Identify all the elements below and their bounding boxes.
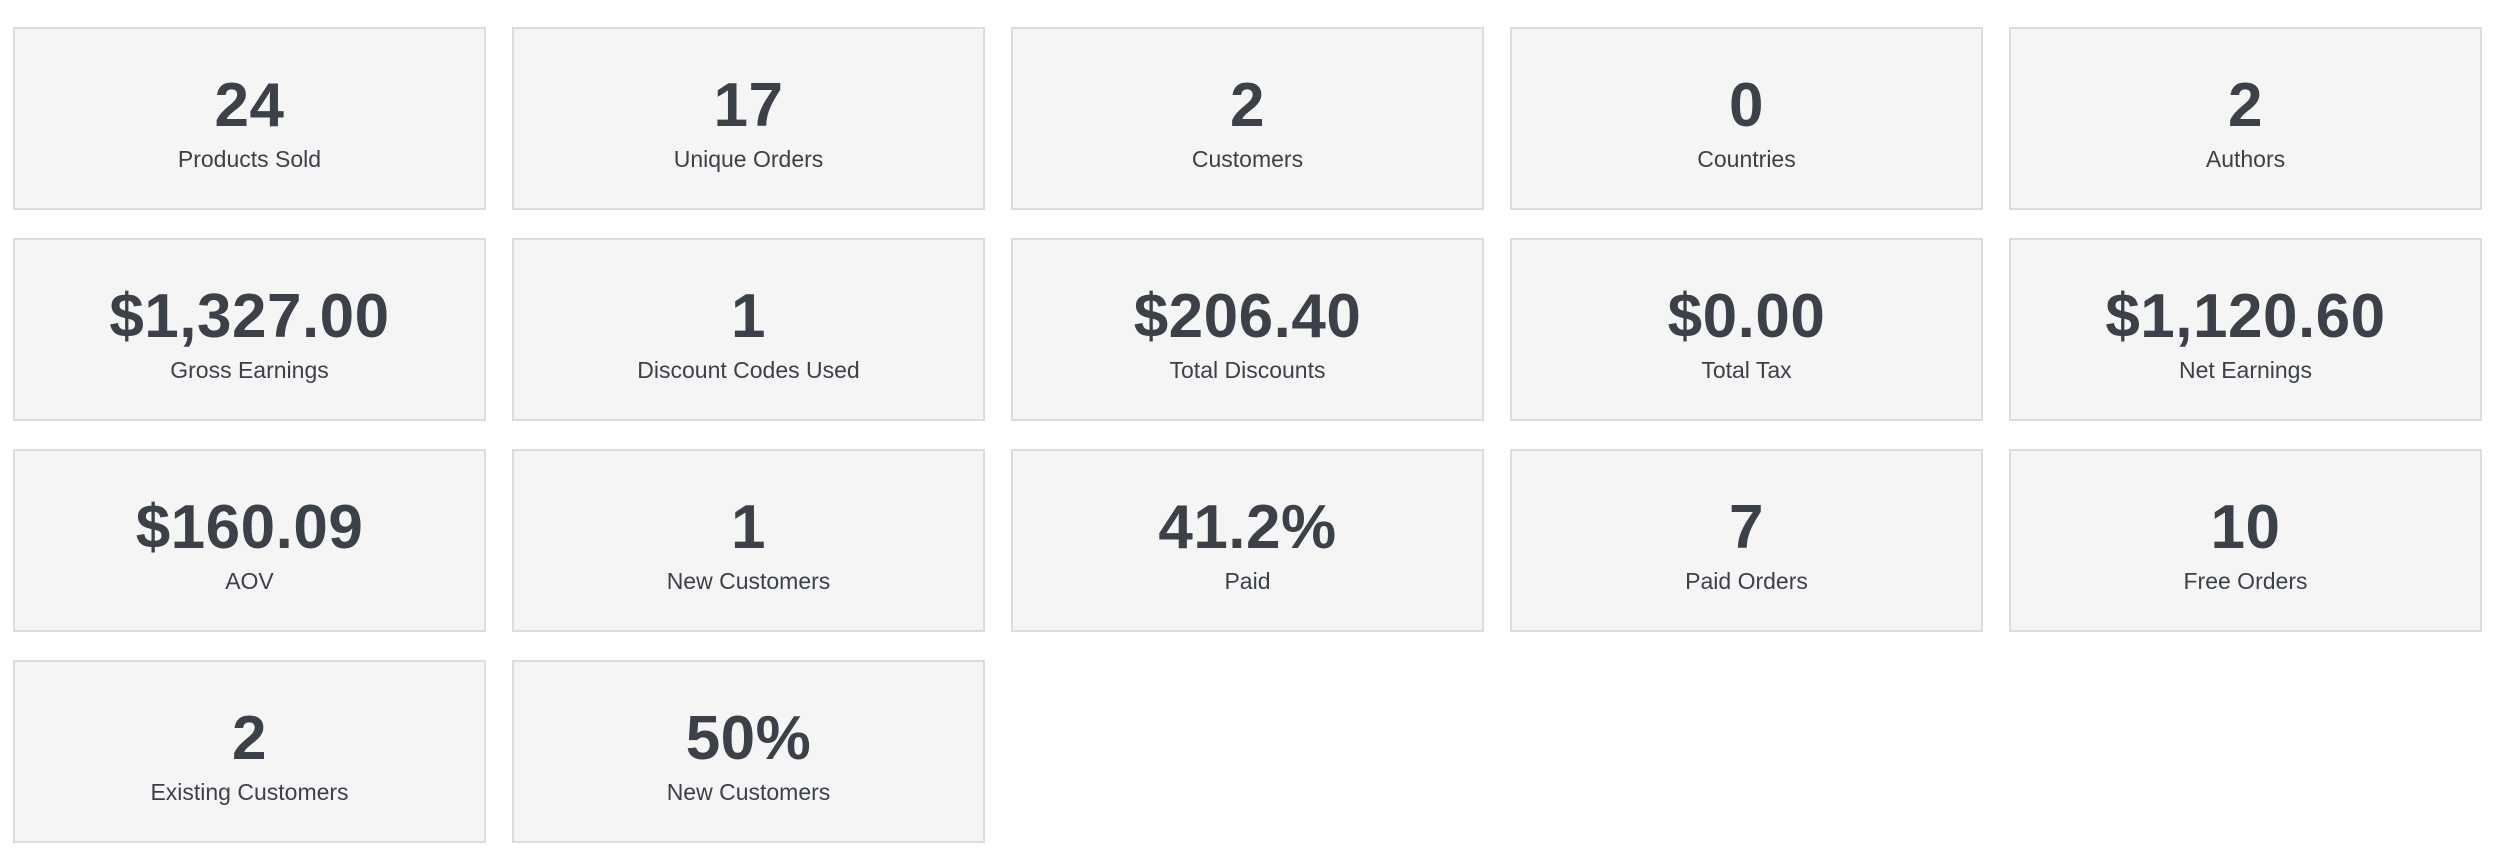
stat-card-total-tax: $0.00 Total Tax — [1510, 238, 1983, 421]
stat-value: 24 — [214, 71, 285, 140]
stat-value: 17 — [713, 71, 784, 140]
stat-card-paid: 41.2% Paid — [1011, 449, 1484, 632]
stat-value: 1 — [731, 493, 766, 562]
stat-card-products-sold: 24 Products Sold — [13, 27, 486, 210]
stat-card-discount-codes-used: 1 Discount Codes Used — [512, 238, 985, 421]
stat-value: $0.00 — [1667, 282, 1826, 351]
stat-value: 2 — [232, 704, 267, 773]
stat-label: Total Discounts — [1169, 357, 1326, 383]
stat-label: Countries — [1697, 146, 1796, 172]
stat-label: Net Earnings — [2179, 357, 2312, 383]
stat-card-countries: 0 Countries — [1510, 27, 1983, 210]
stat-value: $1,327.00 — [109, 282, 390, 351]
stat-label: Customers — [1191, 146, 1304, 172]
stat-card-net-earnings: $1,120.60 Net Earnings — [2009, 238, 2482, 421]
stat-value: 2 — [2228, 71, 2263, 140]
stat-value: 0 — [1729, 71, 1764, 140]
stat-label: Paid Orders — [1685, 568, 1808, 594]
stat-label: Unique Orders — [673, 146, 824, 172]
stat-label: Free Orders — [2183, 568, 2308, 594]
stat-label: New Customers — [666, 779, 831, 805]
stat-label: Existing Customers — [150, 779, 349, 805]
stat-card-new-customers-percent: 50% New Customers — [512, 660, 985, 843]
stat-label: Total Tax — [1701, 357, 1792, 383]
stat-value: 1 — [731, 282, 766, 351]
stat-card-total-discounts: $206.40 Total Discounts — [1011, 238, 1484, 421]
stats-grid: 24 Products Sold 17 Unique Orders 2 Cust… — [13, 27, 2482, 843]
stat-value: 10 — [2210, 493, 2281, 562]
stat-card-aov: $160.09 AOV — [13, 449, 486, 632]
stat-value: $1,120.60 — [2105, 282, 2386, 351]
stat-card-new-customers: 1 New Customers — [512, 449, 985, 632]
stat-value: 41.2% — [1158, 493, 1337, 562]
stat-label: AOV — [225, 568, 274, 594]
stat-value: 2 — [1230, 71, 1265, 140]
stat-label: Paid — [1224, 568, 1271, 594]
stat-label: New Customers — [666, 568, 831, 594]
stat-card-free-orders: 10 Free Orders — [2009, 449, 2482, 632]
stat-label: Products Sold — [177, 146, 322, 172]
stat-value: 50% — [685, 704, 812, 773]
stat-value: $206.40 — [1133, 282, 1362, 351]
stat-card-authors: 2 Authors — [2009, 27, 2482, 210]
stat-card-customers: 2 Customers — [1011, 27, 1484, 210]
stat-card-paid-orders: 7 Paid Orders — [1510, 449, 1983, 632]
stat-card-unique-orders: 17 Unique Orders — [512, 27, 985, 210]
stat-card-gross-earnings: $1,327.00 Gross Earnings — [13, 238, 486, 421]
stat-value: 7 — [1729, 493, 1764, 562]
stat-label: Discount Codes Used — [637, 357, 860, 383]
stat-value: $160.09 — [135, 493, 364, 562]
stat-label: Gross Earnings — [170, 357, 329, 383]
stat-label: Authors — [2205, 146, 2286, 172]
stat-card-existing-customers: 2 Existing Customers — [13, 660, 486, 843]
